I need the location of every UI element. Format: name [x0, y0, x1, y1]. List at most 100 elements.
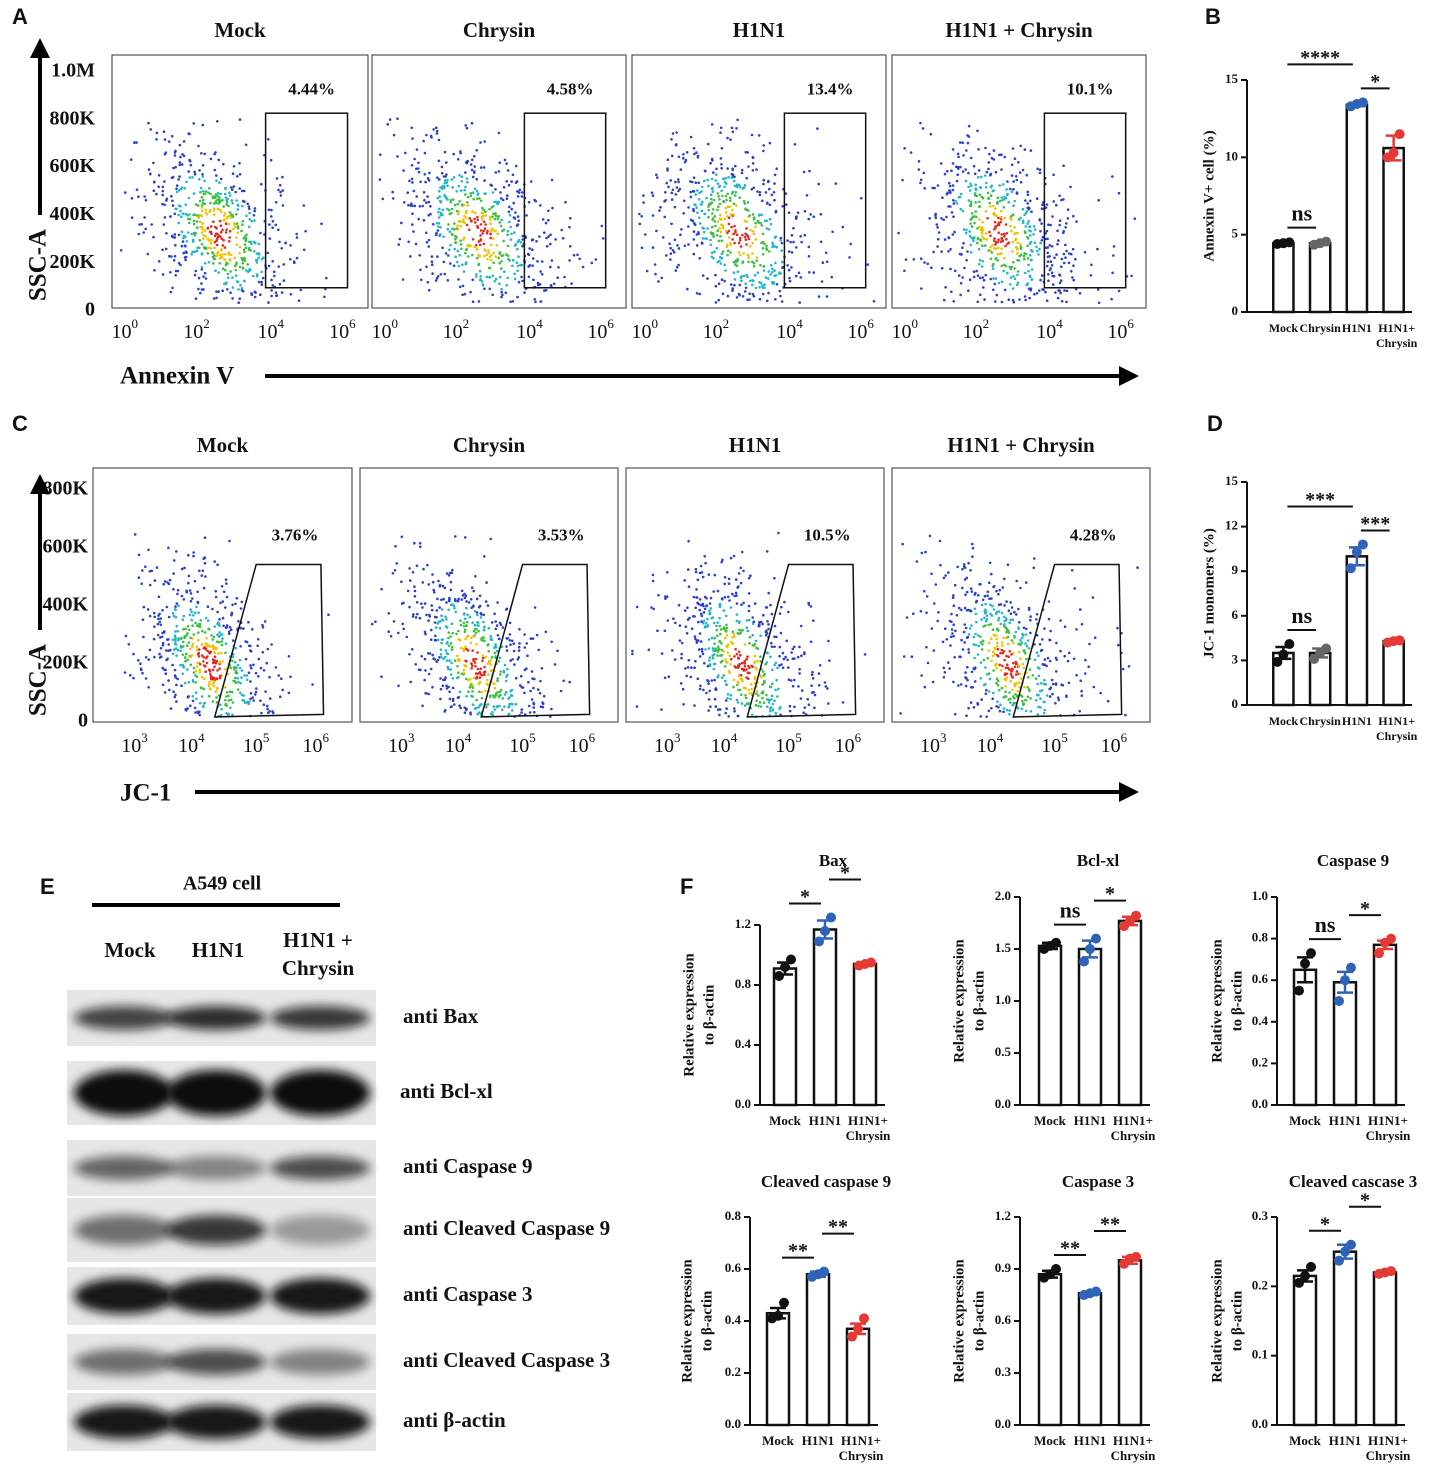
event-dot	[468, 228, 471, 232]
event-dot	[472, 629, 476, 633]
y-tick-label: 15	[1225, 71, 1239, 86]
event-dot	[513, 231, 516, 234]
event-dot	[470, 636, 473, 640]
event-dot	[212, 202, 216, 205]
event-dot	[971, 542, 974, 546]
event-dot	[748, 692, 751, 695]
event-dot	[1000, 168, 1003, 171]
event-dot	[444, 676, 447, 679]
event-dot	[216, 563, 219, 566]
event-dot	[213, 560, 216, 563]
event-dot	[207, 191, 210, 195]
event-dot	[189, 163, 193, 167]
event-dot	[1024, 651, 1027, 655]
event-dot	[989, 257, 993, 261]
event-dot	[817, 182, 820, 186]
event-dot	[144, 656, 148, 659]
event-dot	[990, 572, 993, 576]
event-dot	[174, 676, 177, 679]
event-dot	[762, 681, 766, 685]
event-dot	[255, 275, 259, 278]
event-dot	[244, 657, 248, 661]
event-dot	[749, 574, 752, 577]
event-dot	[152, 181, 156, 184]
event-dot	[731, 168, 734, 172]
event-dot	[184, 255, 188, 259]
event-dot	[215, 239, 218, 242]
event-dot	[936, 184, 940, 187]
event-dot	[222, 218, 226, 222]
event-dot	[459, 706, 463, 710]
tick-base: 10	[1041, 735, 1061, 757]
event-dot	[195, 645, 199, 648]
blot-band	[270, 1070, 370, 1116]
event-dot	[494, 212, 497, 215]
event-dot	[141, 569, 144, 572]
event-dot	[794, 274, 798, 278]
y-axis-label: Relative expression	[1209, 939, 1225, 1063]
event-dot	[447, 209, 451, 212]
event-dot	[414, 616, 418, 619]
event-dot	[1029, 697, 1032, 700]
gate	[264, 112, 349, 289]
event-dot	[1062, 231, 1065, 235]
event-cloud	[638, 118, 876, 304]
bar	[765, 1311, 791, 1427]
event-dot	[689, 195, 693, 199]
event-dot	[436, 196, 440, 200]
event-dot	[990, 614, 994, 617]
data-point	[1346, 962, 1356, 973]
event-dot	[268, 675, 271, 679]
event-dot	[464, 211, 468, 215]
event-dot	[426, 280, 430, 284]
event-dot	[967, 561, 970, 565]
event-dot	[756, 190, 759, 193]
event-dot	[279, 695, 282, 698]
tick-exponent: 6	[855, 730, 862, 745]
event-dot	[700, 185, 704, 189]
event-dot	[457, 637, 461, 641]
event-dot	[506, 169, 510, 172]
event-dot	[441, 619, 445, 622]
event-dot	[698, 655, 702, 658]
event-dot	[937, 231, 941, 234]
event-dot	[1008, 265, 1012, 269]
significance-label: *	[800, 886, 810, 908]
event-dot	[451, 699, 455, 702]
event-dot	[489, 216, 492, 219]
event-dot	[993, 227, 996, 231]
event-dot	[1117, 191, 1121, 195]
event-dot	[453, 607, 456, 610]
event-dot	[756, 659, 759, 663]
event-dot	[813, 706, 816, 710]
y-tick-label: 0.8	[1252, 930, 1269, 945]
x-tick-label: Chrysin	[1376, 336, 1418, 350]
event-dot	[225, 595, 229, 599]
event-dot	[218, 262, 221, 265]
event-dot	[578, 257, 581, 261]
event-dot	[798, 301, 801, 304]
tick-exponent: 4	[1056, 316, 1063, 331]
event-dot	[825, 295, 829, 298]
x-tick-label: 103	[920, 730, 947, 757]
event-dot	[734, 666, 738, 669]
event-dot	[500, 708, 504, 712]
event-dot	[499, 693, 502, 697]
event-dot	[434, 626, 438, 629]
event-dot	[424, 180, 427, 184]
bar	[1037, 944, 1063, 1107]
event-dot	[729, 663, 732, 666]
event-dot	[186, 632, 189, 635]
tick-base: 10	[703, 321, 723, 343]
event-dot	[737, 572, 741, 575]
event-dot	[957, 684, 960, 687]
event-dot	[531, 248, 534, 251]
event-dot	[257, 657, 261, 661]
event-dot	[505, 637, 509, 640]
tick-exponent: 0	[391, 316, 398, 331]
event-dot	[203, 701, 206, 705]
event-dot	[192, 219, 196, 223]
event-dot	[758, 285, 761, 289]
event-dot	[1019, 638, 1022, 642]
event-dot	[475, 248, 479, 251]
